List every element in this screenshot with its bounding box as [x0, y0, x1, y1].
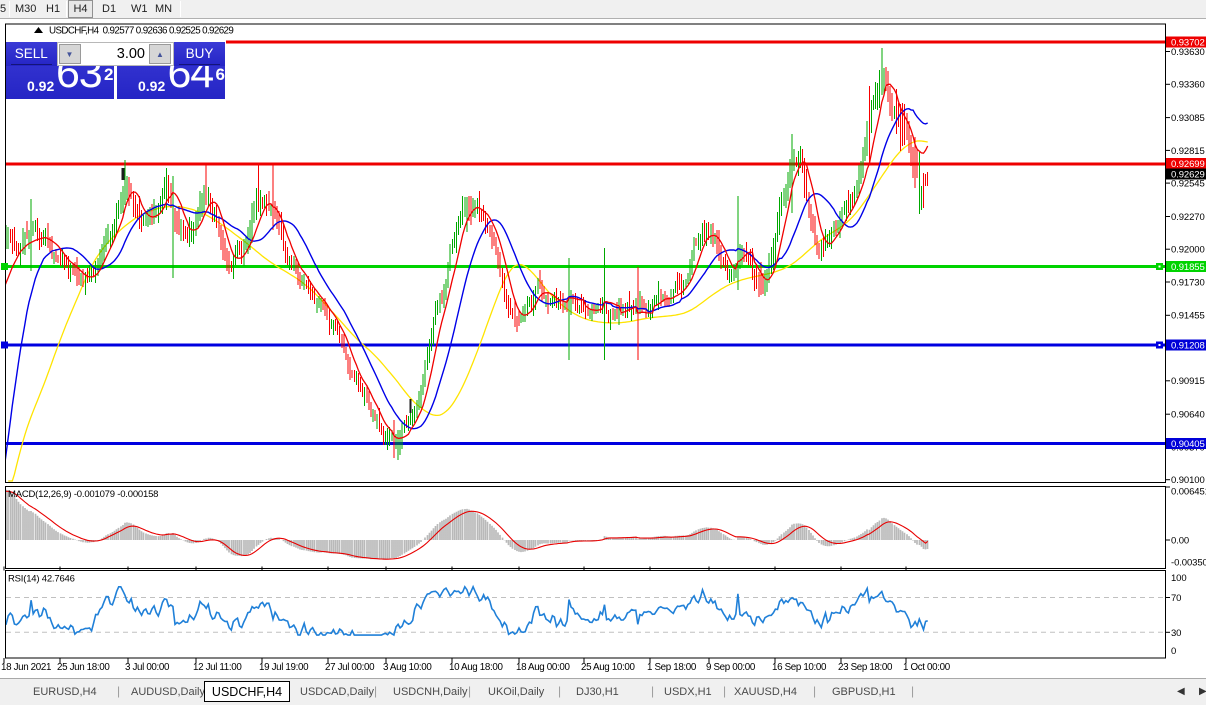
svg-text:18 Jun 2021: 18 Jun 2021	[1, 662, 51, 673]
svg-text:1 Oct 00:00: 1 Oct 00:00	[903, 662, 951, 673]
svg-text:0.006451: 0.006451	[1171, 487, 1206, 498]
svg-text:0.92815: 0.92815	[1171, 146, 1205, 157]
svg-text:0.90100: 0.90100	[1171, 475, 1205, 486]
svg-text:RSI(14) 42.7646: RSI(14) 42.7646	[8, 574, 75, 585]
svg-text:0.92270: 0.92270	[1171, 212, 1205, 223]
svg-text:MACD(12,26,9) -0.001079 -0.000: MACD(12,26,9) -0.001079 -0.000158	[8, 489, 158, 500]
svg-text:0.90915: 0.90915	[1171, 376, 1205, 387]
svg-text:0.92699: 0.92699	[1171, 159, 1205, 170]
svg-text:0.90640: 0.90640	[1171, 410, 1205, 421]
svg-text:0.91855: 0.91855	[1171, 262, 1205, 273]
svg-text:19 Jul 19:00: 19 Jul 19:00	[259, 662, 309, 673]
svg-text:10 Aug 18:00: 10 Aug 18:00	[449, 662, 503, 673]
svg-text:0.91730: 0.91730	[1171, 277, 1205, 288]
svg-text:100: 100	[1171, 573, 1187, 584]
svg-text:3 Aug 10:00: 3 Aug 10:00	[383, 662, 432, 673]
svg-text:USDCHF,H4 0.92577 0.92636 0.9: USDCHF,H4 0.92577 0.92636 0.92525 0.9262…	[49, 26, 233, 37]
svg-text:12 Jul 11:00: 12 Jul 11:00	[193, 662, 242, 673]
svg-text:16 Sep 10:00: 16 Sep 10:00	[772, 662, 827, 673]
svg-text:18 Aug 00:00: 18 Aug 00:00	[516, 662, 570, 673]
svg-text:30: 30	[1171, 628, 1181, 639]
svg-text:0.93085: 0.93085	[1171, 113, 1205, 124]
svg-text:23 Sep 18:00: 23 Sep 18:00	[838, 662, 893, 673]
svg-text:25 Jun 18:00: 25 Jun 18:00	[57, 662, 110, 673]
svg-text:0.90405: 0.90405	[1171, 439, 1205, 450]
svg-text:3 Jul 00:00: 3 Jul 00:00	[125, 662, 170, 673]
svg-text:0.93630: 0.93630	[1171, 47, 1205, 58]
svg-text:0.92545: 0.92545	[1171, 179, 1205, 190]
svg-text:25 Aug 10:00: 25 Aug 10:00	[581, 662, 635, 673]
svg-text:0.92629: 0.92629	[1171, 170, 1205, 181]
svg-text:0: 0	[1171, 646, 1176, 657]
svg-text:0.93702: 0.93702	[1171, 38, 1205, 49]
svg-text:27 Jul 00:00: 27 Jul 00:00	[325, 662, 375, 673]
svg-text:-0.003507: -0.003507	[1171, 558, 1206, 569]
svg-text:70: 70	[1171, 593, 1181, 604]
svg-text:1 Sep 18:00: 1 Sep 18:00	[647, 662, 697, 673]
svg-text:0.93360: 0.93360	[1171, 80, 1205, 91]
svg-text:0.91455: 0.91455	[1171, 311, 1205, 322]
svg-text:0.92000: 0.92000	[1171, 245, 1205, 256]
svg-text:0.00: 0.00	[1171, 535, 1189, 546]
svg-text:9 Sep 00:00: 9 Sep 00:00	[706, 662, 756, 673]
svg-text:0.91208: 0.91208	[1171, 341, 1205, 352]
